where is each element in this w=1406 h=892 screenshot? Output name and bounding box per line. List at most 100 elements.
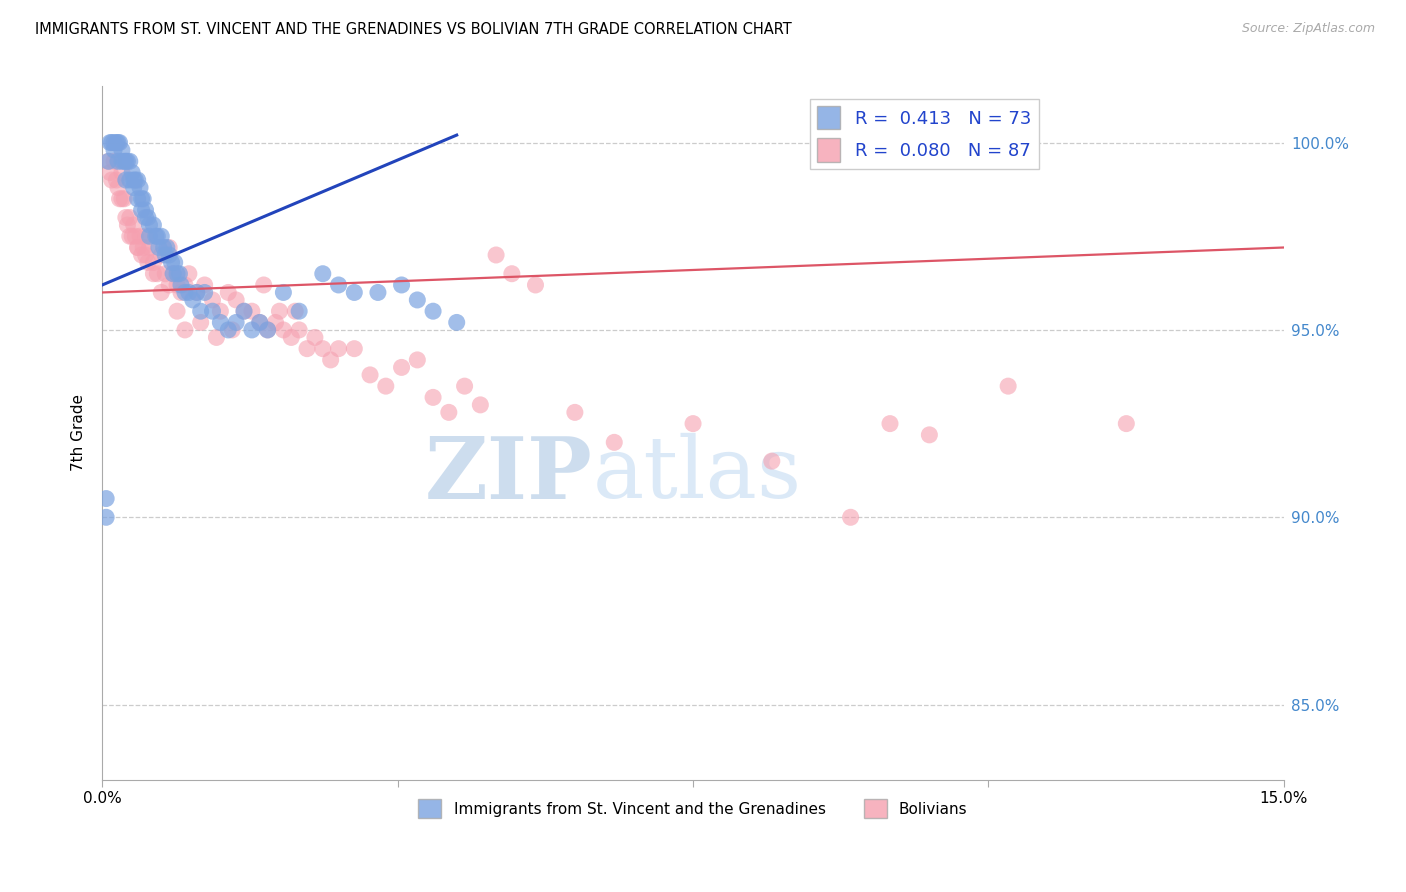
Point xyxy=(146,267,169,281)
Point xyxy=(103,154,125,169)
Point xyxy=(142,218,165,232)
Point xyxy=(112,192,135,206)
Point xyxy=(124,173,146,187)
Point xyxy=(177,267,200,281)
Point xyxy=(269,304,291,318)
Point xyxy=(138,240,160,254)
Point xyxy=(160,255,183,269)
Point xyxy=(157,240,180,254)
Point xyxy=(918,428,941,442)
Point xyxy=(100,136,122,150)
Point xyxy=(177,285,200,300)
Point xyxy=(312,267,335,281)
Point xyxy=(112,154,135,169)
Point xyxy=(328,342,350,356)
Point xyxy=(157,248,180,262)
Point xyxy=(391,277,413,292)
Point xyxy=(319,352,342,367)
Point xyxy=(105,136,128,150)
Point xyxy=(117,154,139,169)
Point xyxy=(131,202,153,217)
Point xyxy=(108,136,131,150)
Point xyxy=(233,304,256,318)
Point xyxy=(879,417,901,431)
Point xyxy=(201,293,224,307)
Point xyxy=(105,173,128,187)
Point xyxy=(312,342,335,356)
Point xyxy=(249,315,271,329)
Point xyxy=(249,315,271,329)
Point xyxy=(127,240,149,254)
Point xyxy=(470,398,492,412)
Point xyxy=(839,510,862,524)
Point xyxy=(115,154,138,169)
Point xyxy=(174,277,197,292)
Point xyxy=(170,277,193,292)
Point xyxy=(115,211,138,225)
Point xyxy=(391,360,413,375)
Point xyxy=(142,255,165,269)
Point xyxy=(135,202,157,217)
Point xyxy=(288,323,311,337)
Point xyxy=(117,218,139,232)
Point xyxy=(111,192,134,206)
Point xyxy=(122,218,145,232)
Point xyxy=(135,211,157,225)
Point xyxy=(233,304,256,318)
Point xyxy=(240,304,263,318)
Point xyxy=(156,240,179,254)
Point xyxy=(256,323,278,337)
Text: IMMIGRANTS FROM ST. VINCENT AND THE GRENADINES VS BOLIVIAN 7TH GRADE CORRELATION: IMMIGRANTS FROM ST. VINCENT AND THE GREN… xyxy=(35,22,792,37)
Point xyxy=(1115,417,1137,431)
Point xyxy=(166,277,188,292)
Point xyxy=(209,304,232,318)
Point xyxy=(111,154,134,169)
Point xyxy=(111,165,134,179)
Point xyxy=(163,255,186,269)
Point xyxy=(564,405,586,419)
Point xyxy=(328,277,350,292)
Point xyxy=(157,277,180,292)
Point xyxy=(98,165,121,179)
Point xyxy=(107,136,129,150)
Text: atlas: atlas xyxy=(592,433,801,516)
Point xyxy=(146,229,169,244)
Point xyxy=(343,285,366,300)
Point xyxy=(150,285,173,300)
Point xyxy=(209,315,232,329)
Point xyxy=(485,248,508,262)
Point xyxy=(437,405,460,419)
Point xyxy=(131,192,153,206)
Point xyxy=(446,315,468,329)
Point xyxy=(127,240,149,254)
Point xyxy=(367,285,389,300)
Point xyxy=(186,285,208,300)
Point xyxy=(129,229,152,244)
Point xyxy=(111,143,134,157)
Point xyxy=(240,323,263,337)
Point xyxy=(217,323,239,337)
Point xyxy=(138,229,160,244)
Point xyxy=(129,180,152,194)
Point xyxy=(162,267,184,281)
Point xyxy=(100,173,122,187)
Point xyxy=(122,180,145,194)
Point xyxy=(603,435,626,450)
Point xyxy=(121,229,143,244)
Point xyxy=(107,154,129,169)
Point xyxy=(166,267,188,281)
Point xyxy=(256,323,278,337)
Point xyxy=(280,330,302,344)
Point xyxy=(136,211,159,225)
Point xyxy=(155,267,177,281)
Point xyxy=(374,379,396,393)
Point xyxy=(253,277,276,292)
Y-axis label: 7th Grade: 7th Grade xyxy=(72,394,86,472)
Point xyxy=(138,218,160,232)
Point xyxy=(194,285,217,300)
Text: Source: ZipAtlas.com: Source: ZipAtlas.com xyxy=(1241,22,1375,36)
Point xyxy=(174,285,197,300)
Point xyxy=(225,315,247,329)
Point xyxy=(186,285,208,300)
Point xyxy=(221,323,243,337)
